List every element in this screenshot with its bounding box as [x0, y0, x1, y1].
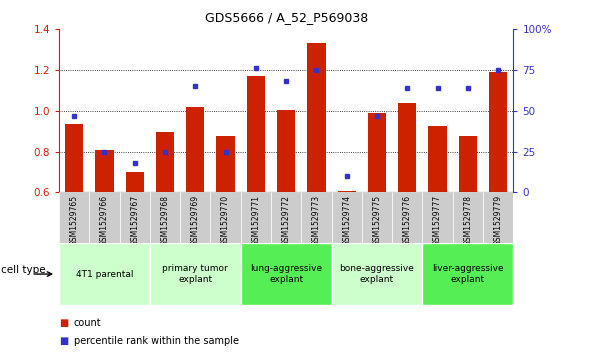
Text: GSM1529779: GSM1529779 [494, 195, 503, 246]
Text: GSM1529770: GSM1529770 [221, 195, 230, 246]
Bar [120, 192, 150, 243]
Text: primary tumor
explant: primary tumor explant [162, 264, 228, 284]
Bar [483, 192, 513, 243]
Bar [332, 243, 422, 305]
Bar [156, 132, 174, 192]
Text: GSM1529765: GSM1529765 [70, 195, 78, 246]
Bar [362, 192, 392, 243]
Bar [211, 192, 241, 243]
Bar [241, 243, 332, 305]
Text: GSM1529778: GSM1529778 [463, 195, 473, 246]
Text: 4T1 parental: 4T1 parental [76, 270, 133, 278]
Text: GSM1529769: GSM1529769 [191, 195, 200, 246]
Text: GSM1529772: GSM1529772 [281, 195, 291, 246]
Bar [186, 107, 204, 192]
Bar [150, 243, 241, 305]
Text: GSM1529773: GSM1529773 [312, 195, 321, 246]
Text: GSM1529776: GSM1529776 [403, 195, 412, 246]
Bar [271, 192, 301, 243]
Text: GSM1529766: GSM1529766 [100, 195, 109, 246]
Bar [428, 126, 447, 192]
Bar [277, 110, 295, 192]
Bar [459, 136, 477, 192]
Bar [180, 192, 211, 243]
Text: GSM1529768: GSM1529768 [160, 195, 169, 246]
Text: lung-aggressive
explant: lung-aggressive explant [250, 264, 322, 284]
Bar [489, 72, 507, 192]
Bar [247, 76, 265, 192]
Text: GSM1529777: GSM1529777 [433, 195, 442, 246]
Bar [59, 192, 89, 243]
Bar [337, 191, 356, 192]
Bar [217, 136, 235, 192]
Text: ■: ■ [59, 318, 68, 328]
Bar [307, 43, 326, 192]
Text: GSM1529771: GSM1529771 [251, 195, 260, 246]
Bar [398, 102, 417, 192]
Bar [368, 113, 386, 192]
Bar [96, 150, 113, 192]
Text: ■: ■ [59, 336, 68, 346]
Text: GSM1529775: GSM1529775 [372, 195, 382, 246]
Bar [422, 243, 513, 305]
Text: GSM1529767: GSM1529767 [130, 195, 139, 246]
Bar [332, 192, 362, 243]
Bar [89, 192, 120, 243]
Bar [126, 172, 144, 192]
Text: cell type: cell type [1, 265, 45, 276]
Text: bone-aggressive
explant: bone-aggressive explant [340, 264, 414, 284]
Text: GSM1529774: GSM1529774 [342, 195, 351, 246]
Bar [422, 192, 453, 243]
Bar [453, 192, 483, 243]
Text: GDS5666 / A_52_P569038: GDS5666 / A_52_P569038 [205, 11, 368, 24]
Bar [241, 192, 271, 243]
Bar [392, 192, 422, 243]
Bar [59, 243, 150, 305]
Text: count: count [74, 318, 101, 328]
Bar [65, 124, 83, 192]
Bar [150, 192, 180, 243]
Text: percentile rank within the sample: percentile rank within the sample [74, 336, 239, 346]
Text: liver-aggressive
explant: liver-aggressive explant [432, 264, 504, 284]
Bar [301, 192, 332, 243]
